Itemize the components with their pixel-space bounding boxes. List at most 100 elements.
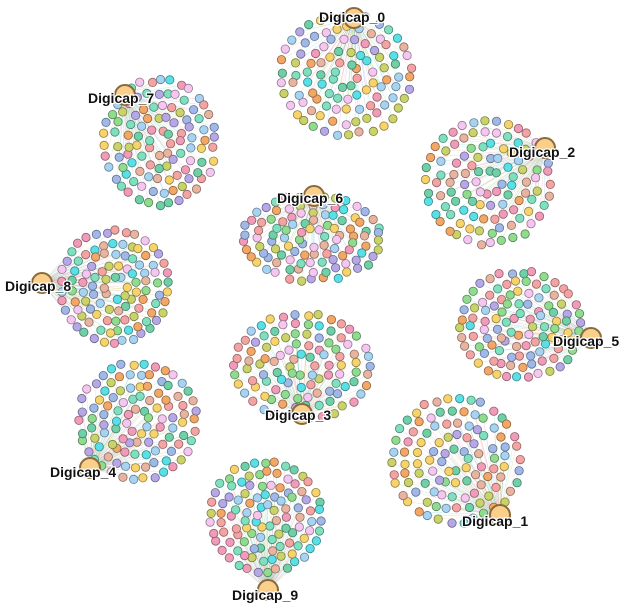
leaf-node	[276, 374, 287, 384]
leaf-node	[159, 258, 169, 268]
leaf-node	[178, 400, 188, 411]
leaf-node	[474, 342, 484, 352]
leaf-node	[265, 521, 275, 531]
leaf-node	[279, 233, 290, 243]
leaf-node	[511, 341, 522, 352]
leaf-node	[475, 397, 485, 407]
leaf-node	[77, 393, 87, 404]
leaf-node	[502, 279, 512, 289]
leaf-node	[459, 407, 469, 417]
leaf-node	[494, 268, 504, 279]
leaf-node	[352, 201, 362, 211]
leaf-node	[491, 313, 501, 324]
leaf-node	[535, 310, 546, 321]
leaf-node	[155, 201, 166, 211]
leaf-node	[118, 107, 128, 117]
leaf-node	[449, 444, 459, 454]
leaf-node	[361, 380, 372, 391]
leaf-node	[363, 351, 374, 361]
leaf-node	[297, 276, 307, 286]
leaf-node	[523, 299, 533, 309]
leaf-node	[508, 232, 518, 243]
leaf-node	[309, 31, 320, 42]
leaf-node	[102, 316, 113, 326]
hub-label-digicap-9: Digicap_9	[232, 587, 298, 603]
edge	[319, 17, 355, 116]
leaf-node	[430, 421, 440, 431]
leaf-node	[543, 166, 553, 176]
leaf-node	[293, 541, 303, 551]
leaf-node	[527, 194, 537, 204]
leaf-node	[539, 271, 549, 282]
leaf-node	[168, 413, 178, 423]
leaf-node	[463, 235, 473, 245]
leaf-node	[299, 115, 309, 126]
leaf-node	[521, 177, 532, 187]
edge	[470, 337, 592, 356]
leaf-node	[160, 366, 170, 376]
hub-node-digicap-0	[343, 7, 365, 29]
leaf-node	[556, 299, 567, 309]
leaf-node	[428, 446, 439, 457]
leaf-node	[104, 304, 115, 314]
leaf-node	[533, 368, 543, 378]
leaf-node	[491, 128, 502, 138]
leaf-node	[379, 121, 389, 131]
leaf-node	[104, 162, 114, 172]
leaf-node	[96, 325, 106, 335]
leaf-node	[490, 214, 500, 224]
leaf-node	[141, 285, 151, 296]
leaf-node	[296, 49, 306, 59]
leaf-node	[108, 439, 118, 450]
edge	[418, 472, 501, 516]
leaf-node	[496, 432, 506, 442]
leaf-node	[111, 174, 122, 184]
leaf-node	[530, 337, 540, 347]
leaf-node	[244, 471, 254, 481]
leaf-node	[123, 325, 134, 335]
leaf-node	[162, 268, 172, 278]
leaf-node	[520, 144, 531, 154]
leaf-node	[399, 447, 410, 457]
leaf-node	[460, 493, 470, 503]
leaf-node	[120, 447, 130, 457]
leaf-node	[455, 393, 465, 404]
leaf-node	[469, 488, 479, 498]
leaf-node	[330, 263, 341, 273]
leaf-node	[502, 132, 513, 142]
leaf-node	[142, 381, 153, 391]
leaf-node	[133, 244, 143, 254]
leaf-node	[485, 290, 495, 300]
leaf-node	[163, 129, 173, 139]
leaf-node	[294, 90, 304, 100]
hub-node-digicap-2	[534, 137, 556, 159]
leaf-node	[281, 523, 291, 533]
leaf-node	[183, 446, 193, 457]
leaf-node	[412, 459, 423, 469]
leaf-node	[488, 443, 498, 454]
leaf-node	[524, 151, 535, 161]
leaf-node	[513, 138, 523, 148]
leaf-node	[303, 319, 313, 330]
leaf-node	[150, 362, 160, 372]
leaf-node	[464, 421, 474, 431]
leaf-node	[137, 429, 147, 439]
leaf-node	[74, 415, 84, 425]
leaf-node	[250, 337, 261, 347]
leaf-node	[150, 446, 160, 456]
leaf-node	[304, 311, 314, 321]
leaf-node	[101, 117, 111, 128]
leaf-node	[139, 104, 149, 115]
leaf-node	[299, 533, 309, 544]
leaf-node	[266, 214, 276, 224]
leaf-node	[459, 518, 469, 528]
leaf-node	[376, 82, 386, 92]
leaf-node	[179, 95, 189, 105]
leaf-node	[544, 191, 555, 201]
leaf-node	[163, 148, 173, 158]
leaf-node	[113, 406, 123, 416]
leaf-node	[379, 63, 389, 73]
leaf-node	[390, 478, 400, 488]
leaf-node	[359, 231, 370, 241]
hub-label-digicap-8: Digicap_8	[5, 278, 71, 294]
